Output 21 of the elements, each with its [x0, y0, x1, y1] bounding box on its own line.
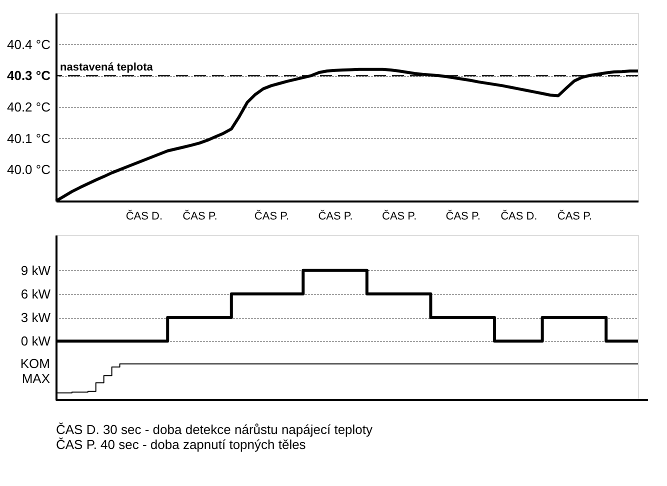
x-tick-label: ČAS P. [182, 210, 218, 222]
y-tick-label: 40.3 °C [6, 68, 52, 84]
y-tick-label: 3 kW [20, 310, 52, 325]
x-tick-label: ČAS P. [318, 210, 353, 222]
x-tick-label: ČAS P. [446, 210, 480, 222]
y-tick-label: 6 kW [20, 286, 52, 302]
y-tick-label: 0 kW [20, 334, 52, 349]
x-tick-label: ČAS D. [500, 210, 538, 222]
y-tick-label: 9 kW [20, 262, 52, 278]
y-tick-label: 40.1 °C [6, 130, 50, 146]
x-tick-label: ČAS P. [254, 210, 290, 222]
x-tick-label: ČAS P. [382, 210, 417, 222]
y-tick-label: 40.0 °C [6, 162, 50, 178]
series-label: KOM MAX [20, 356, 50, 386]
text: ČAS P. 40 sec - doba zapnutí topných těles [56, 437, 306, 452]
x-tick-label: ČAS P. [557, 210, 592, 222]
ref-line-label: nastavená teplota [60, 62, 154, 74]
y-tick-label: 40.2 °C [6, 100, 50, 114]
y-tick-label: 40.4 °C [6, 36, 50, 52]
text: ČAS D. 30 sec - doba detekce nárůstu napájecí teploty [56, 422, 374, 437]
x-tick-label: ČAS D. [126, 210, 163, 222]
